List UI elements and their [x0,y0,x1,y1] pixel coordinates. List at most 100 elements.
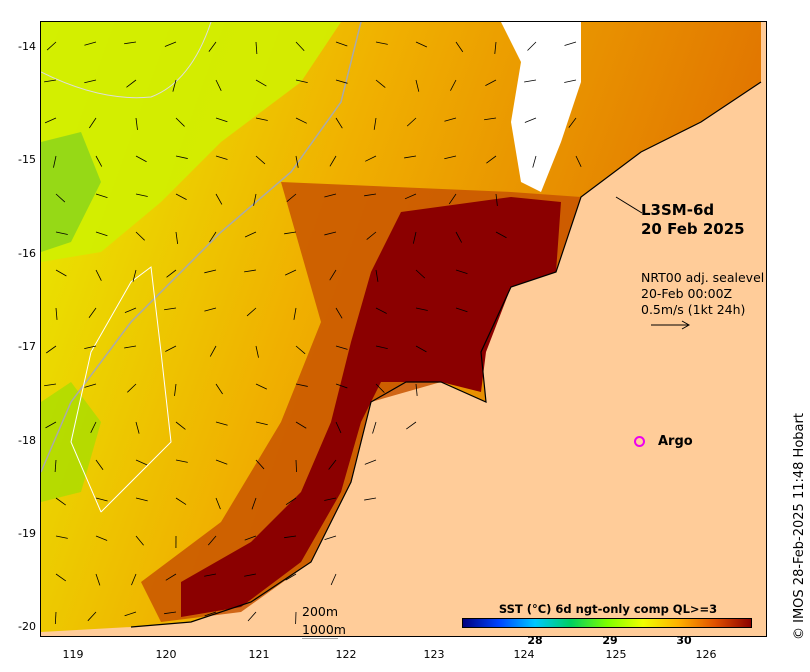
colorbar-tick: 28 [527,634,543,647]
current-arrow [293,307,297,320]
current-arrow [406,117,417,127]
current-arrow [215,497,221,510]
current-arrow [164,611,177,615]
sst-map[interactable] [40,21,767,637]
current-arrow [295,117,307,124]
y-tick-label: -17 [18,340,36,353]
current-arrow [335,383,348,389]
current-arrow [84,345,97,350]
current-arrow [568,117,577,128]
current-arrow [95,573,101,586]
current-arrow [295,383,308,387]
current-arrow [455,231,463,243]
current-arrow [215,421,228,426]
product-title: L3SM-6d 20 Feb 2025 [641,201,745,239]
y-tick-label: -20 [18,620,36,633]
credit-text: © IMOS 28-Feb-2025 11:48 Hobart [792,413,807,640]
current-arrow [455,307,468,313]
current-arrow [415,79,420,92]
current-arrow [284,535,297,539]
current-arrow [131,573,137,586]
current-arrow [373,117,377,130]
current-arrow [295,459,297,473]
current-arrow [46,41,57,51]
current-arrow [204,269,217,274]
current-arrow [135,231,145,241]
current-arrow [295,79,308,84]
current-arrow [255,79,267,87]
x-tick-label: 125 [605,648,627,661]
current-arrow [295,421,307,429]
current-arrow [375,41,388,45]
current-arrow [404,155,417,159]
current-arrow [255,345,259,358]
current-arrow [53,155,57,168]
contour-200m [41,22,212,99]
current-arrow [328,459,337,470]
current-arrow [415,41,428,48]
current-arrow [324,497,337,501]
current-arrow [164,41,177,47]
y-tick-label: -16 [18,247,36,260]
current-arrow [55,535,68,539]
colorbar-title: SST (°C) 6d ngt-only comp QL>=3 [498,602,718,616]
current-arrow [88,307,97,318]
current-arrow [415,269,426,279]
current-arrow [215,117,228,123]
x-tick-label: 124 [513,648,535,661]
current-arrow [295,345,306,355]
current-arrow [209,231,217,243]
contour-label-200: 200m [302,604,339,619]
current-arrow [404,193,417,200]
current-arrow [175,117,185,127]
current-arrow [330,573,337,586]
current-arrow [135,421,140,434]
current-arrow [527,41,537,51]
sst-map-graphic [41,22,762,632]
current-arrow [255,41,258,54]
current-arrow [44,79,57,83]
current-arrow [455,41,464,53]
current-arrow [375,383,385,393]
current-arrow [87,611,97,622]
current-arrow [244,269,257,273]
current-arrow [364,459,377,465]
argo-float-marker[interactable] [634,436,645,447]
current-arrow [329,155,337,167]
current-arrow [55,307,58,320]
current-arrow [44,117,57,124]
current-arrow [124,41,137,45]
current-arrow [486,155,497,164]
current-arrow [366,231,377,240]
current-arrow [255,421,268,426]
y-tick-label: -19 [18,527,36,540]
current-arrow [444,117,457,122]
hot-water-region [181,197,561,617]
current-arrow [244,535,257,541]
current-arrow [285,497,297,506]
current-arrow [484,117,497,121]
current-arrow [495,193,498,206]
current-arrow [495,231,507,239]
current-arrow [244,573,257,577]
current-arrow [165,345,177,352]
current-arrow [524,79,537,83]
current-arrow [335,421,342,434]
current-arrow [286,193,297,203]
current-arrow [204,307,217,312]
contour-1000m [41,22,362,473]
contour-label-1000: 1000m [302,622,346,637]
sealevel-legend: NRT00 adj. sealevel 20-Feb 00:00Z 0.5m/s… [641,270,764,318]
current-arrow [175,497,187,505]
current-arrow [95,269,102,281]
current-arrow [372,421,377,434]
current-arrow [207,535,217,546]
current-arrow [295,41,305,52]
current-arrow [532,155,537,168]
current-arrow [375,307,387,314]
current-arrow [375,79,386,88]
current-arrow [172,79,177,92]
y-tick-label: -15 [18,153,36,166]
current-arrow [564,41,577,46]
current-arrow [208,41,217,52]
